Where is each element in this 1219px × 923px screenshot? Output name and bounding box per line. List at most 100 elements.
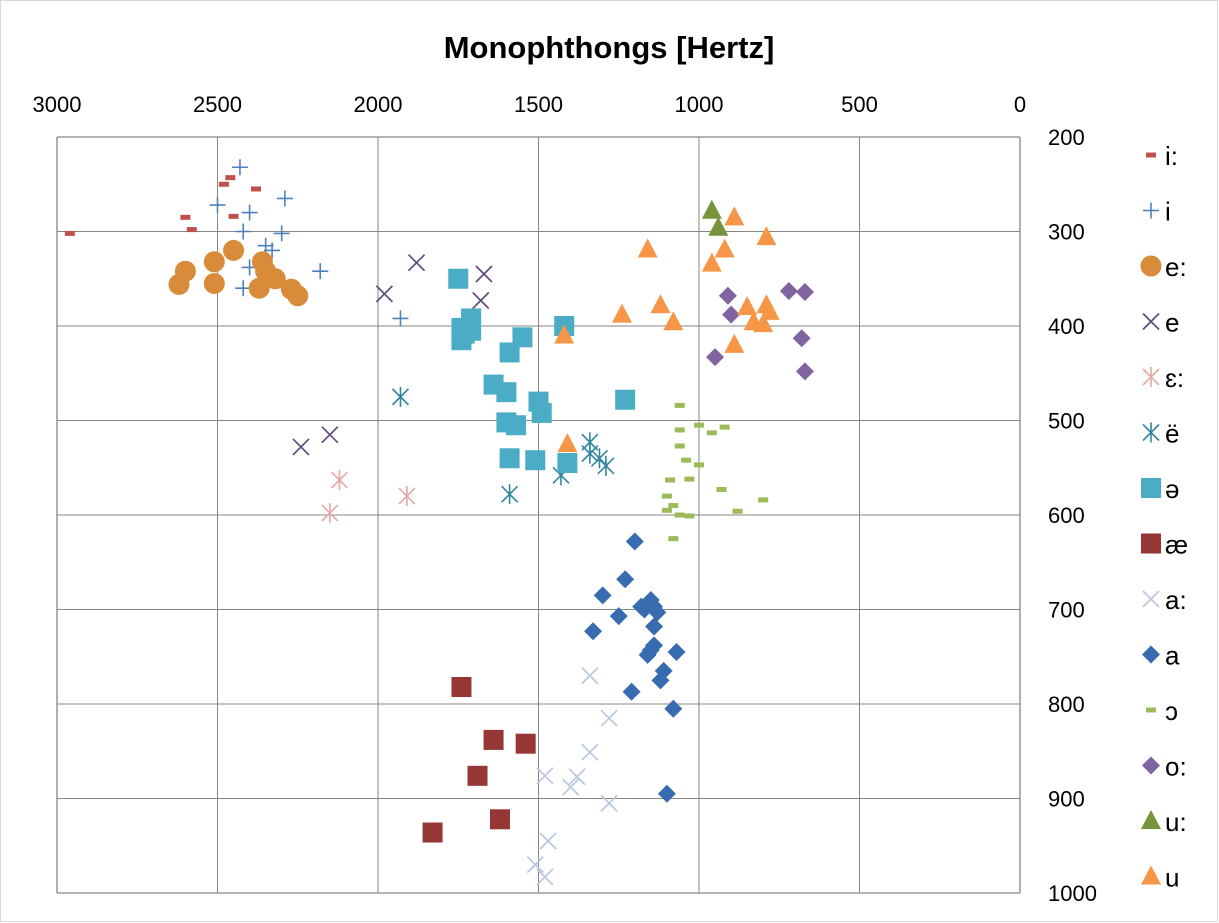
data-point <box>674 427 685 433</box>
series-group <box>292 254 493 456</box>
y-tick-label: 600 <box>1048 503 1085 528</box>
data-point <box>506 415 527 436</box>
x-tick-label: 2500 <box>193 92 242 117</box>
legend-label: u <box>1165 863 1179 893</box>
legend-entry: e: <box>1140 252 1187 282</box>
data-point <box>276 190 293 207</box>
data-point <box>694 422 704 428</box>
legend-label: u: <box>1165 807 1187 837</box>
legend-marker <box>1146 152 1156 158</box>
legend-marker <box>1146 707 1156 713</box>
data-point <box>223 239 245 261</box>
y-tick-label: 300 <box>1048 220 1085 245</box>
data-point <box>292 438 310 456</box>
data-point <box>64 230 75 236</box>
x-tick-label: 3000 <box>33 92 82 117</box>
data-point <box>615 389 636 410</box>
data-point <box>228 213 239 219</box>
data-point <box>581 443 599 464</box>
data-point <box>584 622 603 641</box>
data-point <box>218 181 229 187</box>
data-point <box>661 493 672 499</box>
legend-entry: i: <box>1146 141 1178 171</box>
data-point <box>536 767 554 785</box>
data-point <box>581 743 599 761</box>
data-point <box>391 386 410 407</box>
data-point <box>512 327 533 348</box>
data-point <box>609 607 628 626</box>
series-group <box>321 470 416 524</box>
legend-label: e: <box>1165 252 1187 282</box>
legend-marker <box>1143 202 1159 219</box>
data-point <box>668 503 679 509</box>
legend-label: i <box>1165 197 1171 227</box>
data-point <box>454 323 475 344</box>
data-point <box>657 784 676 803</box>
legend-entry: u <box>1141 863 1179 893</box>
data-point <box>635 600 654 619</box>
data-point <box>483 729 504 750</box>
data-point <box>180 214 191 220</box>
legend-marker <box>1142 312 1160 331</box>
data-point <box>714 238 735 258</box>
data-point <box>667 643 686 662</box>
tick-labels: 3000 2500 2000 1500 1000 500 0 200 300 400 500 600 7… <box>33 92 1097 906</box>
y-tick-label: 200 <box>1048 125 1085 150</box>
data-point <box>554 324 575 344</box>
legend-label: ɔ <box>1165 696 1178 726</box>
data-point <box>273 225 290 242</box>
data-point <box>264 242 281 259</box>
data-point <box>472 291 490 310</box>
data-point <box>448 268 469 289</box>
data-point <box>719 424 730 430</box>
data-point <box>475 265 493 283</box>
legend-label: æ <box>1165 530 1188 560</box>
legend-label: o: <box>1165 752 1187 782</box>
legend-marker <box>1141 865 1161 885</box>
y-tick-label: 900 <box>1048 787 1085 812</box>
data-point <box>168 273 190 295</box>
data-point <box>661 507 672 513</box>
data-point <box>525 450 546 471</box>
data-point <box>392 310 409 327</box>
legend-entry: e <box>1142 308 1179 338</box>
series-group <box>701 199 729 236</box>
series-group <box>64 175 262 236</box>
series-group <box>706 282 814 381</box>
data-point <box>722 305 741 324</box>
data-point <box>611 303 632 323</box>
series-group <box>448 268 636 474</box>
data-point <box>759 300 780 320</box>
legend-label: ë <box>1165 419 1179 449</box>
legend-entry: o: <box>1142 752 1187 782</box>
data-point <box>581 667 599 685</box>
data-point <box>795 362 814 381</box>
data-point <box>648 603 667 622</box>
legend-entry: ë <box>1142 419 1179 449</box>
data-point <box>590 448 609 469</box>
data-point <box>568 768 586 786</box>
data-point <box>561 778 580 796</box>
data-point <box>706 430 717 436</box>
data-point <box>251 186 262 192</box>
data-point <box>235 223 252 240</box>
x-tick-label: 0 <box>1014 92 1026 117</box>
data-point <box>663 311 684 331</box>
data-point <box>489 809 510 830</box>
legend-marker <box>1141 533 1161 554</box>
y-tick-label: 800 <box>1048 692 1085 717</box>
data-point <box>665 477 676 483</box>
data-point <box>674 402 685 408</box>
series-group <box>584 532 686 803</box>
data-point <box>248 277 270 299</box>
legend-marker <box>1142 645 1160 664</box>
legend-label: a: <box>1165 585 1187 615</box>
legend-entry: a <box>1142 641 1180 671</box>
series-group <box>526 667 618 886</box>
y-tick-label: 1000 <box>1048 881 1097 906</box>
data-point <box>398 486 416 507</box>
data-point <box>496 382 517 403</box>
series-group <box>168 239 309 307</box>
